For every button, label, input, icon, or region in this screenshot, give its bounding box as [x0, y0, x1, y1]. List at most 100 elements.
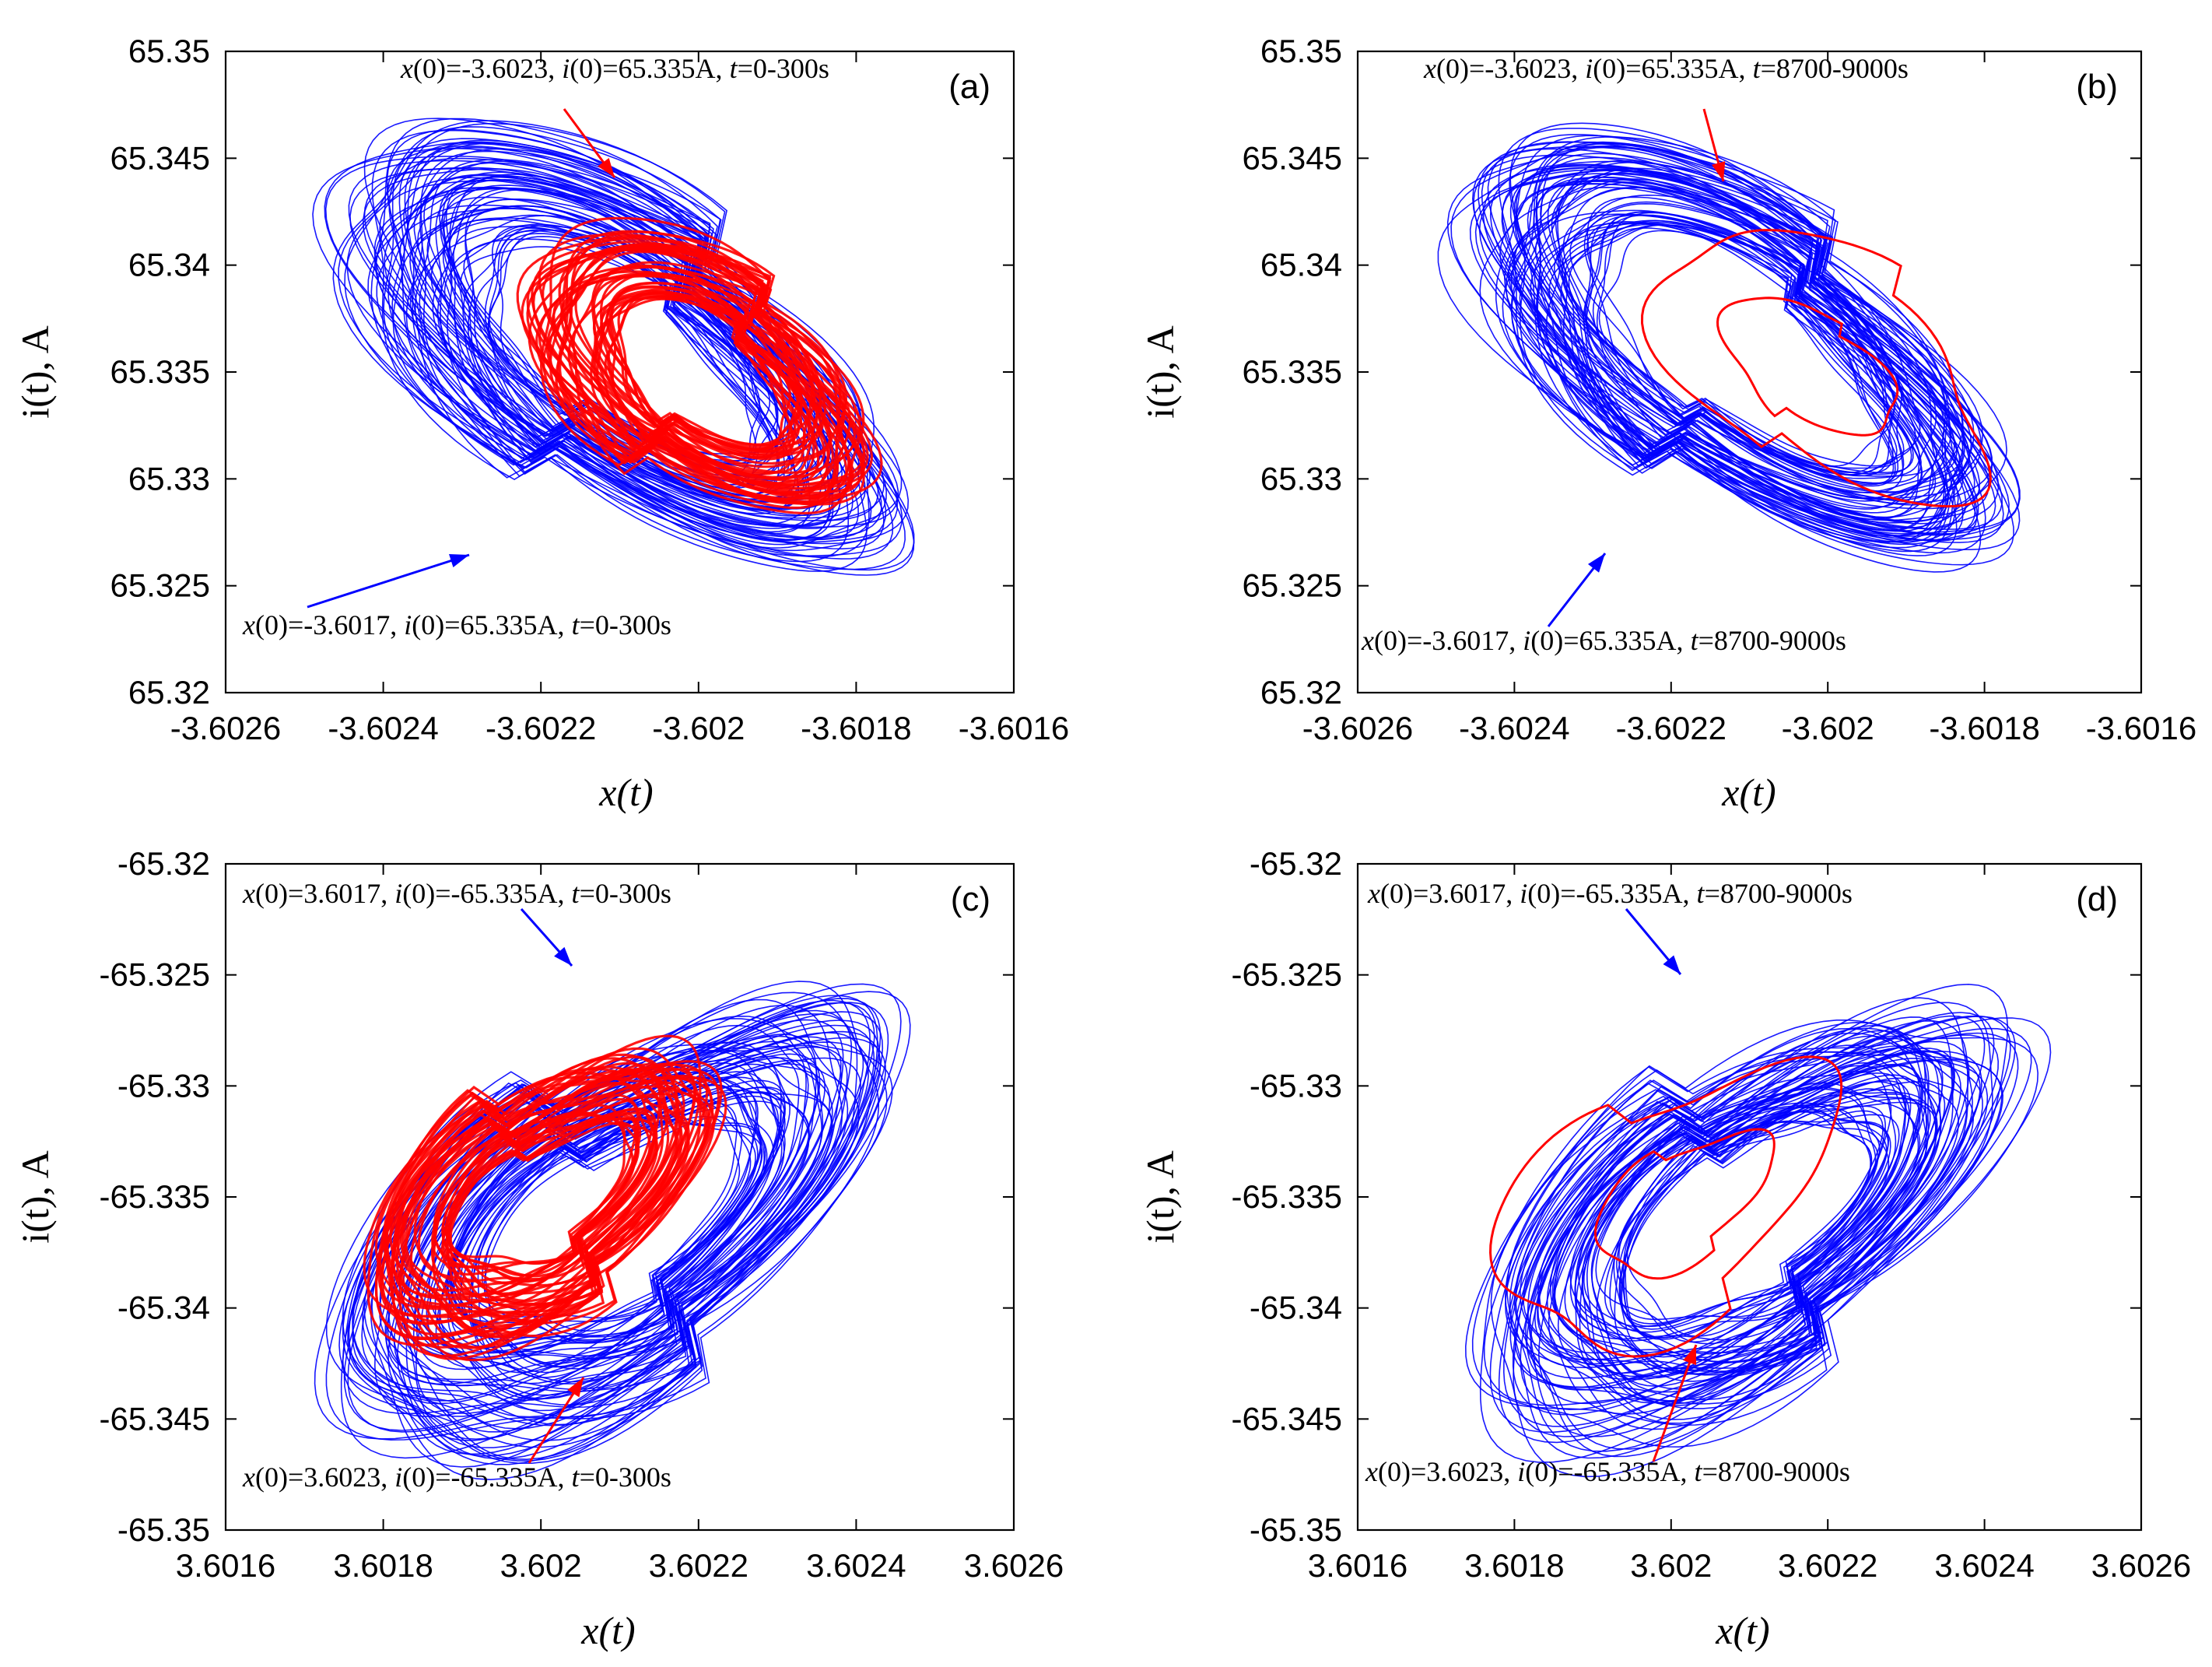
- y-tick-label: -65.325: [100, 956, 210, 993]
- trajectory-loop: [442, 1111, 639, 1283]
- x-tick-label: 3.6018: [1464, 1547, 1564, 1584]
- trajectory-loop: [1511, 142, 2004, 543]
- trajectory-loop: [1502, 167, 1945, 532]
- red-trajectory: [363, 1034, 727, 1362]
- annotation-part: i: [1517, 1456, 1525, 1487]
- trajectory-loop: [342, 1004, 843, 1415]
- trajectory-loop: [1549, 1051, 1954, 1404]
- trajectory-loop: [1509, 1032, 2019, 1459]
- arrow-head-icon: [1683, 1345, 1696, 1365]
- trajectory-loop: [1551, 1048, 1955, 1407]
- trajectory-loop: [325, 991, 888, 1441]
- annotation-1: x(0)=-3.6017, i(0)=65.335A, t=0-300s: [242, 609, 671, 640]
- x-tick-label: -3.6016: [959, 710, 1069, 746]
- trajectory-loop: [1545, 173, 1975, 510]
- trajectory-loop: [1529, 1035, 1927, 1372]
- annotation-part: (0)=3.6017,: [1380, 878, 1520, 909]
- trajectory-loop: [559, 272, 822, 480]
- y-tick-label: 65.325: [1243, 567, 1342, 604]
- x-tick-label: -3.6016: [2086, 710, 2196, 746]
- annotation-part: x: [242, 609, 255, 640]
- trajectory-loop: [1450, 145, 1986, 554]
- panel-label: (d): [2076, 880, 2118, 918]
- y-tick-label: -65.34: [117, 1290, 210, 1326]
- y-tick-label: 65.34: [1260, 247, 1342, 283]
- annotation-part: x: [242, 1462, 255, 1493]
- annotation-part: i: [404, 609, 412, 640]
- y-tick-label: 65.35: [128, 33, 210, 69]
- arrow-head-icon: [567, 1377, 584, 1398]
- x-tick-label: 3.6024: [806, 1547, 906, 1584]
- trajectory-loop: [1595, 1088, 1892, 1345]
- trajectory-loop: [1530, 1035, 1942, 1391]
- annotation-part: (0)=-65.335A,: [1525, 1456, 1694, 1487]
- trajectory-loop: [526, 248, 848, 500]
- trajectory-loop: [1585, 211, 1912, 476]
- y-tick-label: 65.335: [1243, 353, 1342, 390]
- annotation-part: =0-300s: [580, 1462, 671, 1493]
- x-axis-title: x(t): [598, 770, 653, 814]
- annotation-part: (0)=-3.6017,: [255, 609, 404, 640]
- x-axis-title: x(t): [1721, 770, 1776, 814]
- x-tick-label: 3.602: [1630, 1547, 1712, 1584]
- y-tick-label: 65.32: [1260, 674, 1342, 711]
- trajectory-loop: [1593, 1128, 1776, 1280]
- trajectory-loop: [1583, 1088, 1910, 1361]
- y-tick-label: 65.32: [128, 674, 210, 711]
- annotation-part: (0)=3.6023,: [1378, 1456, 1517, 1487]
- trajectory-loop: [1624, 1120, 1881, 1339]
- annotation-part: =0-300s: [738, 53, 829, 84]
- annotation-part: i: [394, 878, 402, 909]
- annotation-part: t: [572, 878, 580, 909]
- plot-area: [1464, 983, 2052, 1478]
- trajectory-loop: [539, 216, 883, 505]
- x-tick-label: 3.6018: [333, 1547, 433, 1584]
- x-tick-label: 3.6026: [964, 1547, 1064, 1584]
- trajectory-loop: [1534, 201, 1937, 504]
- x-tick-label: -3.6024: [1459, 710, 1569, 746]
- panel-d: 3.6016 3.6018 3.602 3.6022 3.6024 3.6026 -65.3…: [1138, 845, 2191, 1652]
- annotation-part: t: [1697, 878, 1705, 909]
- annotation-1: x(0)=3.6023, i(0)=-65.335A, t=0-300s: [242, 1462, 671, 1493]
- trajectory-loop: [343, 1015, 860, 1431]
- annotation-part: x: [400, 53, 413, 84]
- blue-trajectory: [1437, 122, 2021, 573]
- trajectory-loop: [441, 1108, 653, 1296]
- arrow-head-icon: [554, 946, 572, 966]
- axes-frame: [1356, 862, 2143, 1532]
- y-tick-label: 65.335: [110, 353, 210, 390]
- trajectory-loop: [1520, 1044, 1975, 1411]
- y-tick-label: -65.345: [100, 1400, 210, 1437]
- trajectory-loop: [370, 1020, 880, 1468]
- x-tick-label: -3.602: [1782, 710, 1874, 746]
- plot-area: [312, 118, 915, 576]
- annotation-part: =0-300s: [580, 878, 671, 909]
- annotation-part: (0)=65.335A,: [1530, 625, 1690, 656]
- trajectory-loop: [1537, 1045, 1930, 1363]
- annotation-part: i: [1523, 625, 1530, 656]
- red-trajectory: [1488, 1055, 1843, 1358]
- trajectory-loop: [1716, 297, 1899, 437]
- annotation-part: t: [572, 609, 580, 640]
- y-tick-label: -65.32: [1250, 845, 1342, 882]
- annotation-part: (0)=3.6017,: [255, 878, 394, 909]
- panel-a: -3.6026 -3.6024 -3.6022 -3.602 -3.6018 -3.601…: [13, 33, 1069, 814]
- trajectory-loop: [1569, 1077, 1926, 1372]
- x-tick-label: -3.6024: [328, 710, 438, 746]
- arrow-head-icon: [1587, 553, 1605, 573]
- annotation-part: (0)=65.335A,: [1593, 53, 1752, 84]
- trajectory-loop: [1592, 212, 1914, 474]
- panel-label: (c): [951, 880, 990, 918]
- blue-trajectory: [1464, 983, 2052, 1478]
- y-tick-label: -65.33: [117, 1067, 210, 1104]
- x-tick-label: -3.6026: [170, 710, 281, 746]
- trajectory-loop: [1509, 134, 2000, 537]
- trajectory-loop: [464, 207, 805, 486]
- y-tick-label: -65.335: [100, 1178, 210, 1215]
- trajectory-loop: [542, 248, 847, 495]
- trajectory-loop: [387, 1041, 833, 1405]
- panel-c: 3.6016 3.6018 3.602 3.6022 3.6024 3.6026 -65.3…: [13, 845, 1064, 1652]
- trajectory-loop: [401, 1053, 821, 1399]
- trajectory-loop: [1596, 227, 1905, 469]
